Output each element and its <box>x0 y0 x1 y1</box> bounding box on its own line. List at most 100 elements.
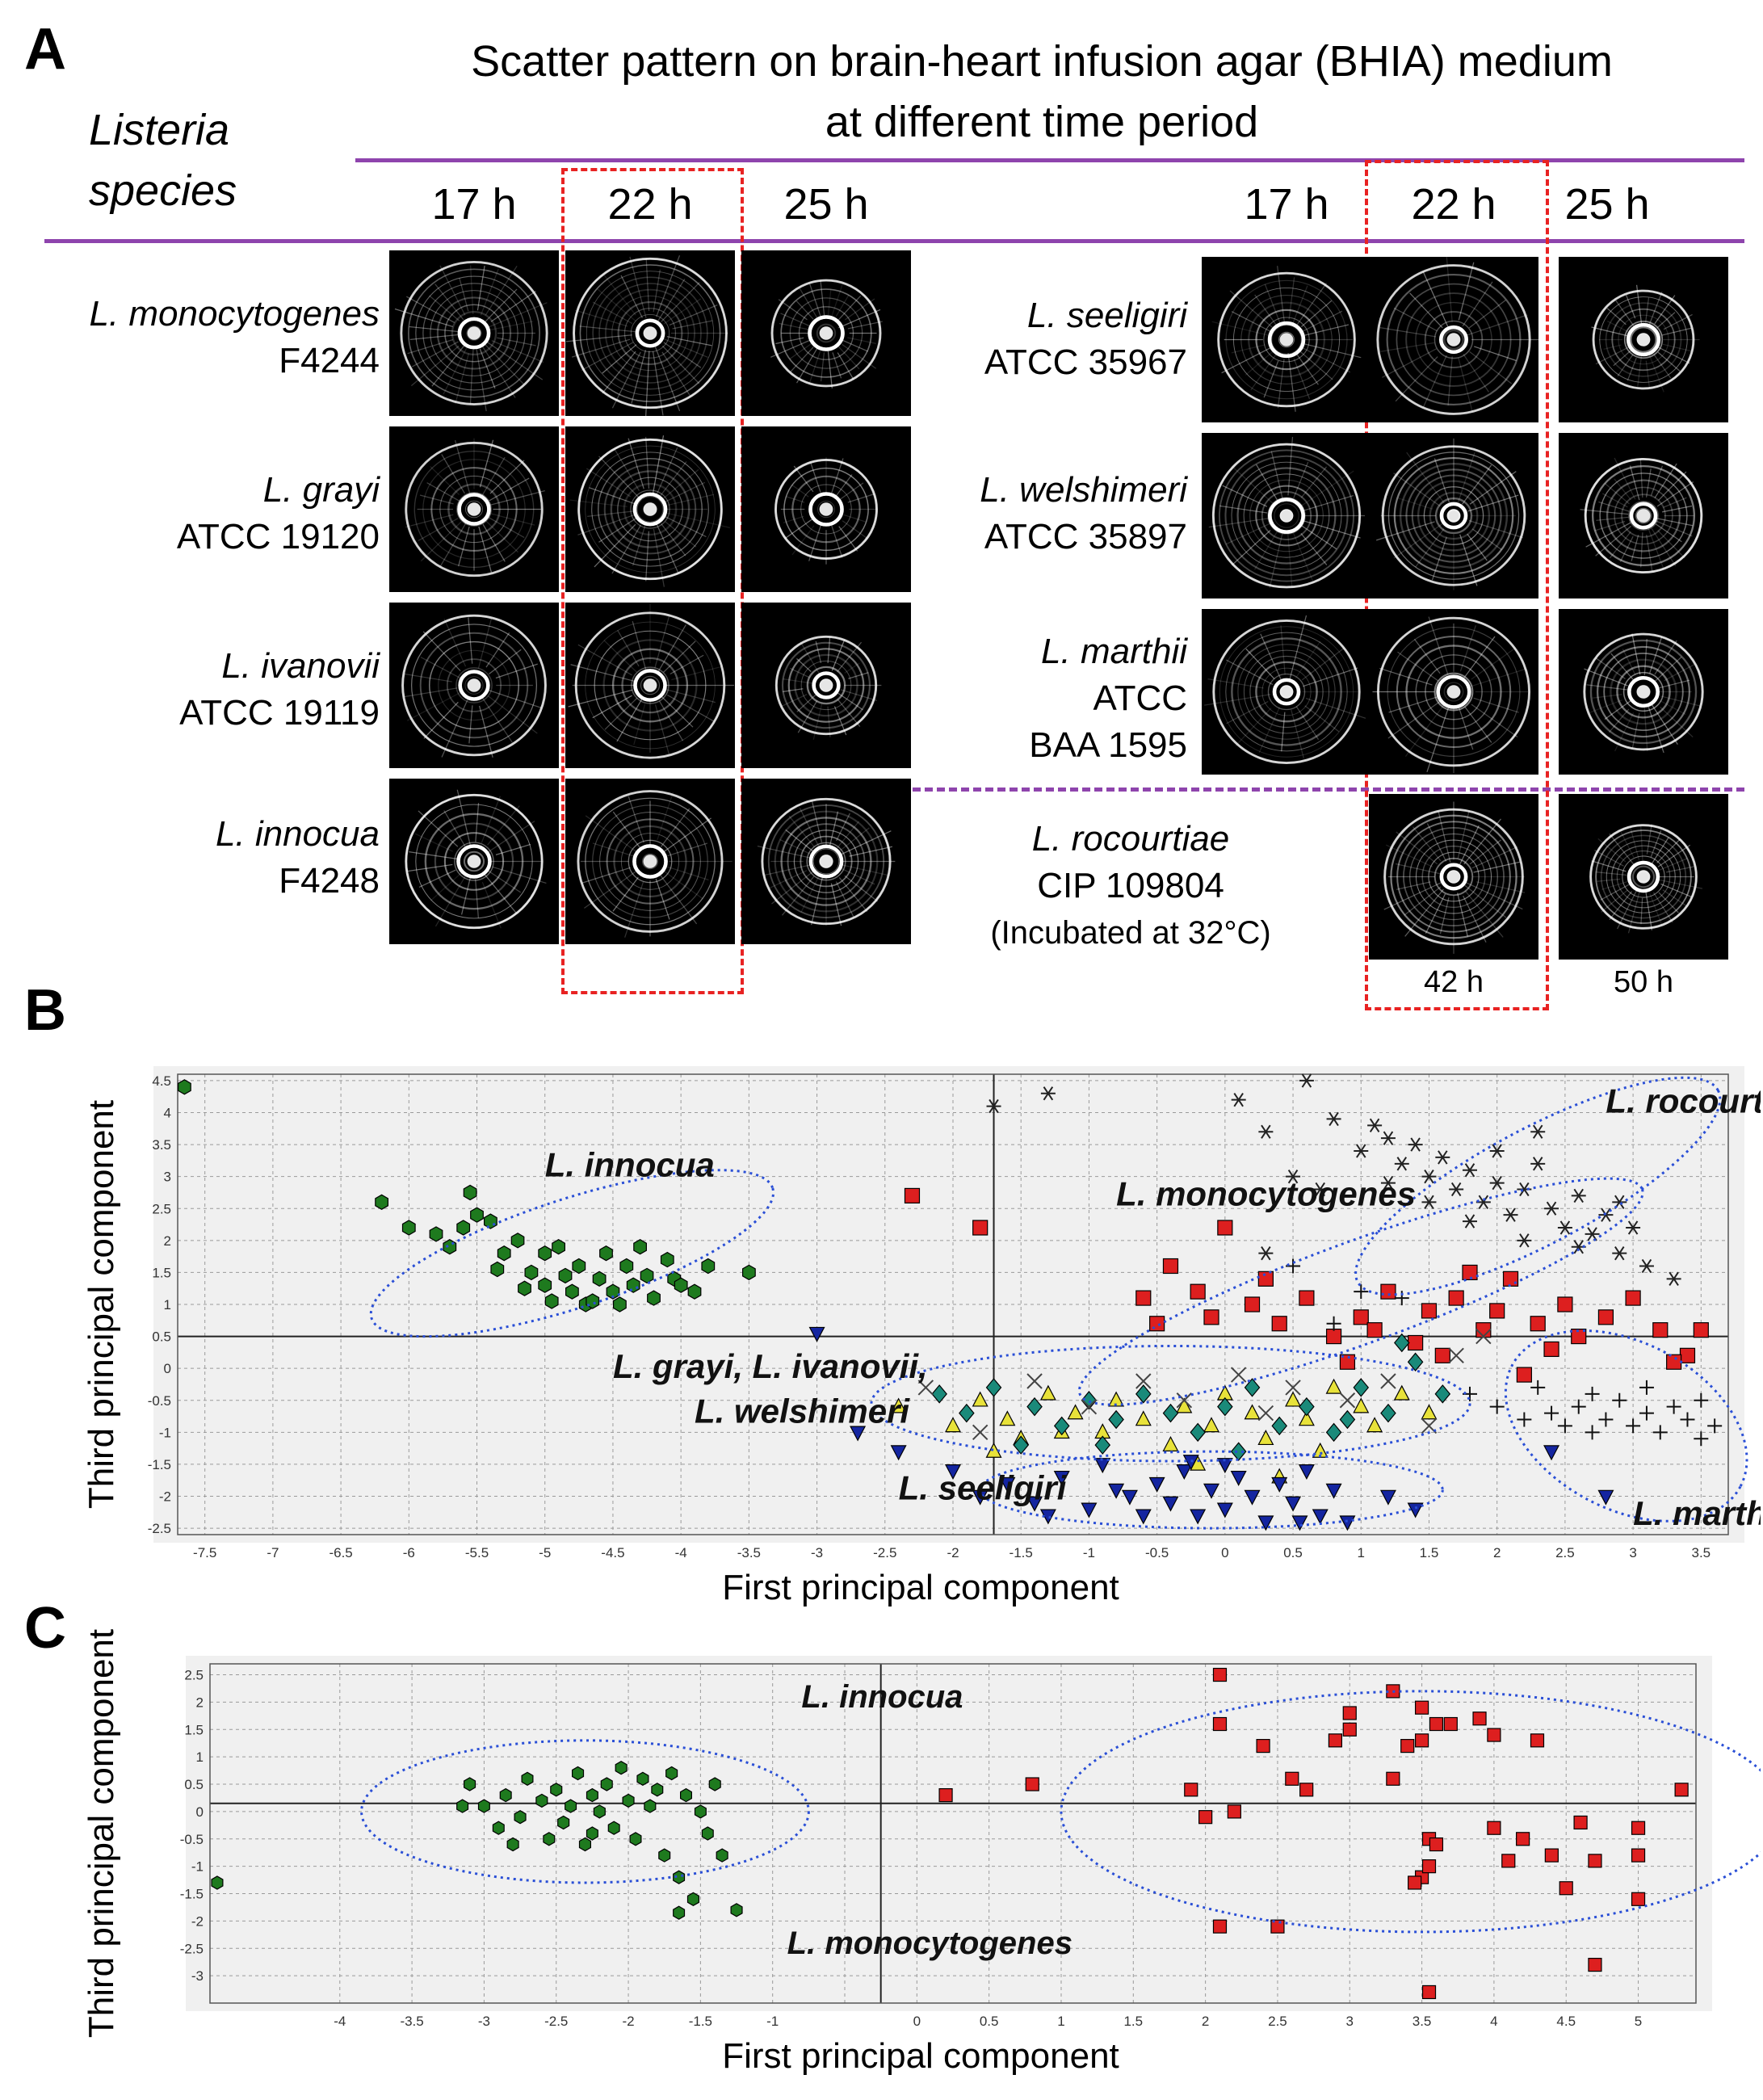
data-point <box>1631 1892 1646 1906</box>
data-point <box>1081 1398 1098 1415</box>
y-tick-label: -1.5 <box>180 1887 204 1902</box>
series-l-seeligiri <box>808 1326 1614 1531</box>
x-tick-label: -7 <box>267 1545 279 1560</box>
data-point <box>1039 1384 1056 1401</box>
data-point <box>1040 1086 1056 1101</box>
data-point <box>1421 1170 1437 1184</box>
data-point <box>917 1380 934 1396</box>
data-point <box>429 1226 443 1242</box>
y-tick-label: -3 <box>191 1968 204 1984</box>
data-point <box>701 1258 716 1275</box>
data-point <box>1666 1271 1681 1286</box>
species-label-welshimeri: L. welshimeri ATCC 35897 <box>980 470 1187 556</box>
species-header-line1: Listeria <box>89 106 230 154</box>
data-point <box>1094 1435 1111 1455</box>
y-tick-label: 0.5 <box>184 1777 204 1792</box>
tile-right-r1-c2 <box>1369 257 1538 422</box>
data-point <box>651 1783 664 1797</box>
data-point <box>622 1793 635 1808</box>
y-tick-label: 2 <box>196 1695 204 1710</box>
panel-c-scatter-plot: -4 -3.5 -3 -2.5 -2 -1.5 -1 0 0.5 1 1.5 2 2.5 3 3.5 4 4.5… <box>82 1629 1761 2076</box>
x-tick-label: -4 <box>334 2014 346 2029</box>
data-point <box>1325 1422 1342 1443</box>
data-point <box>1408 1334 1424 1351</box>
x-tick-label: -2.5 <box>873 1545 896 1560</box>
data-point <box>999 1476 1016 1493</box>
data-point <box>1217 1220 1233 1236</box>
data-point <box>1571 1399 1586 1414</box>
data-point <box>808 1326 825 1342</box>
y-tick-label: 2.5 <box>184 1668 204 1683</box>
data-point <box>1285 1771 1299 1786</box>
data-point <box>1217 1396 1233 1417</box>
y-tick-label: 4.5 <box>152 1073 171 1089</box>
x-tick-label: -6.5 <box>329 1545 352 1560</box>
data-point <box>1184 1783 1198 1797</box>
x-tick-label: 0 <box>1221 1545 1228 1560</box>
data-point <box>1400 1739 1415 1754</box>
data-point <box>1067 1404 1084 1420</box>
data-point <box>1231 1093 1246 1107</box>
x-tick-label: 4.5 <box>1556 2014 1576 2029</box>
data-point <box>1354 1144 1369 1158</box>
tile-left-r1-c1 <box>389 250 559 416</box>
data-point <box>544 1293 559 1309</box>
x-tick-label: -1 <box>766 2014 779 2029</box>
data-point <box>1053 1416 1070 1436</box>
data-point <box>1674 1783 1689 1797</box>
data-point <box>1286 1170 1301 1184</box>
data-point <box>1380 1373 1396 1389</box>
data-point <box>1081 1391 1098 1410</box>
data-point <box>716 1848 728 1863</box>
data-point <box>1414 1700 1429 1715</box>
panel-c-letter: C <box>24 1596 66 1661</box>
data-point <box>1203 1417 1219 1433</box>
y-tick-label: -1 <box>159 1425 171 1440</box>
data-point <box>484 1213 497 1229</box>
data-point <box>586 1826 598 1841</box>
data-point <box>1588 1957 1602 1972</box>
data-point <box>499 1787 512 1803</box>
x-tick-label: 2.5 <box>1555 1545 1575 1560</box>
data-point <box>477 1799 490 1813</box>
series-l-marthii <box>1286 1258 1723 1447</box>
data-point <box>550 1783 563 1797</box>
y-tick-label: 1 <box>196 1749 204 1765</box>
tile-left-r4-c3 <box>741 779 911 944</box>
data-point <box>1298 1410 1315 1426</box>
data-point <box>1571 1188 1586 1203</box>
data-point <box>1135 1410 1152 1426</box>
data-point <box>1339 1515 1356 1531</box>
data-point <box>1162 1258 1179 1275</box>
data-point <box>1639 1405 1654 1421</box>
data-point <box>1414 1733 1429 1748</box>
data-point <box>1434 1347 1450 1363</box>
data-point <box>938 1787 953 1803</box>
species-header-line2: species <box>89 166 237 215</box>
tile-right-r3-c2 <box>1369 609 1538 775</box>
y-axis-label: Third principal component <box>82 1100 121 1509</box>
data-point <box>1393 1384 1410 1401</box>
data-point <box>456 1799 469 1813</box>
data-point <box>1449 1182 1464 1197</box>
data-point <box>1212 1716 1228 1732</box>
data-point <box>1559 1881 1573 1896</box>
x-tick-label: 4 <box>1490 2014 1497 2029</box>
data-point <box>571 1766 585 1781</box>
data-point <box>510 1233 525 1249</box>
data-point <box>1475 1322 1492 1338</box>
x-tick-label: 3 <box>1629 1545 1636 1560</box>
data-point <box>490 1261 505 1278</box>
y-tick-label: -1 <box>191 1859 204 1875</box>
data-point <box>506 1837 519 1852</box>
x-tick-label: -1 <box>1083 1545 1095 1560</box>
data-point <box>1298 1464 1315 1480</box>
y-tick-label: 4 <box>164 1106 171 1121</box>
y-tick-label: 0.5 <box>152 1329 171 1345</box>
tile-left-r1-c3 <box>741 250 911 416</box>
data-point <box>1299 1783 1314 1797</box>
data-point <box>660 1251 674 1268</box>
data-point <box>535 1793 548 1808</box>
x-tick-label: -5 <box>539 1545 551 1560</box>
plot-background <box>186 1656 1712 2011</box>
